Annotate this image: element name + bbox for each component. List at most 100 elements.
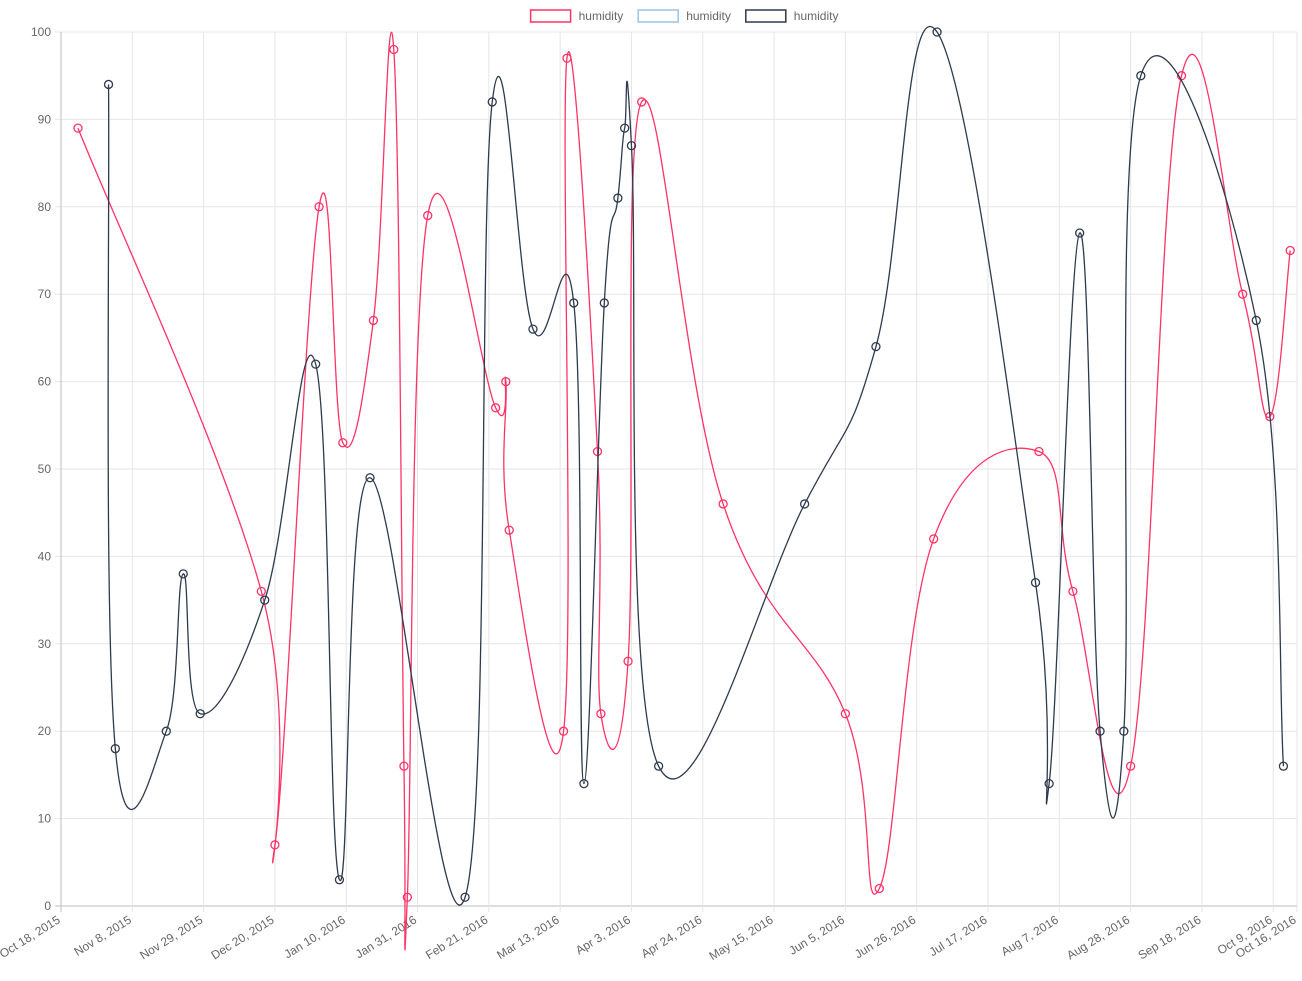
data-point[interactable]	[73, 123, 83, 133]
x-tick-label: Feb 21, 2016	[423, 913, 491, 963]
data-point[interactable]	[501, 376, 511, 387]
legend-item[interactable]: humidity	[529, 9, 624, 23]
data-point[interactable]	[195, 709, 205, 719]
data-point[interactable]	[256, 586, 266, 597]
data-point[interactable]	[487, 97, 497, 107]
legend-item[interactable]: humidity	[745, 9, 839, 23]
data-point[interactable]	[613, 193, 623, 203]
data-point[interactable]	[504, 525, 514, 535]
y-tick-label: 90	[38, 112, 52, 126]
data-point[interactable]	[579, 778, 589, 789]
x-tick-label: Dec 20, 2015	[209, 913, 277, 963]
y-tick-label: 0	[44, 899, 51, 913]
data-point[interactable]	[1285, 245, 1295, 256]
data-point[interactable]	[365, 473, 375, 483]
grid	[55, 31, 1298, 912]
data-point[interactable]	[270, 840, 280, 850]
y-tick-label: 10	[38, 812, 52, 826]
data-point[interactable]	[636, 97, 647, 107]
data-point[interactable]	[161, 726, 171, 736]
legend-item[interactable]: humidity	[637, 9, 731, 23]
data-point[interactable]	[596, 709, 606, 719]
x-tick-label: Apr 3, 2016	[573, 912, 633, 957]
data-point[interactable]	[718, 499, 728, 509]
data-point[interactable]	[840, 709, 851, 719]
data-point[interactable]	[569, 298, 579, 308]
legend[interactable]: humidity humidity humidity	[529, 9, 839, 23]
x-tick-label: Sep 18, 2016	[1136, 913, 1204, 963]
data-point[interactable]	[1125, 761, 1136, 771]
data-point[interactable]	[423, 210, 433, 221]
data-point[interactable]	[338, 438, 348, 448]
legend-label: humidity	[686, 9, 731, 23]
y-tick-label: 40	[38, 549, 52, 563]
data-point[interactable]	[528, 324, 538, 334]
data-point[interactable]	[1278, 761, 1289, 771]
x-tick-label: Apr 24, 2016	[639, 912, 705, 960]
data-point[interactable]	[592, 446, 603, 457]
data-point[interactable]	[1034, 446, 1044, 457]
data-point[interactable]	[1030, 577, 1041, 588]
data-point[interactable]	[103, 79, 114, 90]
y-tick-label: 80	[38, 200, 52, 214]
data-point[interactable]	[599, 298, 609, 308]
x-tick-label: Aug 28, 2016	[1064, 913, 1132, 963]
legend-swatch	[637, 9, 679, 23]
data-point[interactable]	[311, 359, 321, 369]
y-tick-label: 60	[38, 375, 52, 389]
data-point[interactable]	[402, 892, 413, 902]
x-tick-label: Aug 7, 2016	[999, 913, 1062, 959]
data-point[interactable]	[260, 595, 270, 605]
data-point[interactable]	[623, 656, 633, 666]
data-point[interactable]	[389, 44, 399, 55]
data-point[interactable]	[874, 883, 884, 894]
y-tick-label: 70	[38, 287, 52, 301]
axes: 0 10 20 30 40 50 60 70 80 90 100 Oct 18, 2015 Nov 8,…	[0, 25, 1299, 963]
series	[73, 26, 1295, 951]
legend-swatch	[529, 9, 572, 23]
data-point[interactable]	[1119, 726, 1129, 736]
data-point[interactable]	[1075, 228, 1085, 238]
series-group	[103, 26, 1289, 906]
series-line	[107, 26, 1285, 906]
data-point[interactable]	[334, 875, 345, 885]
data-point[interactable]	[1136, 71, 1146, 81]
data-point[interactable]	[399, 761, 409, 771]
series-group	[73, 31, 1295, 951]
data-point[interactable]	[1251, 315, 1261, 326]
data-point[interactable]	[871, 341, 881, 352]
x-tick-label: Jul 17, 2016	[927, 913, 990, 960]
data-point[interactable]	[620, 123, 630, 133]
x-tick-label: Mar 13, 2016	[494, 913, 562, 963]
x-tick-label: Nov 29, 2015	[137, 913, 205, 963]
data-point[interactable]	[558, 726, 569, 736]
series-line	[77, 31, 1291, 951]
data-point[interactable]	[626, 140, 637, 151]
data-point[interactable]	[653, 761, 664, 771]
data-point[interactable]	[1068, 586, 1078, 597]
data-point[interactable]	[110, 744, 120, 754]
data-point[interactable]	[1044, 778, 1054, 789]
data-point[interactable]	[929, 534, 939, 544]
data-point[interactable]	[460, 892, 470, 902]
data-point[interactable]	[1238, 289, 1248, 299]
legend-label: humidity	[794, 9, 839, 23]
y-tick-label: 20	[38, 724, 52, 738]
x-tick-label: Jun 26, 2016	[852, 913, 919, 962]
x-tick-label: Jan 31, 2016	[353, 913, 420, 962]
data-point[interactable]	[932, 27, 942, 37]
legend-label: humidity	[579, 9, 624, 23]
data-point[interactable]	[490, 403, 501, 413]
y-tick-label: 30	[38, 637, 52, 651]
data-point[interactable]	[368, 315, 379, 326]
data-point[interactable]	[799, 499, 810, 509]
data-point[interactable]	[178, 569, 188, 579]
y-tick-label: 50	[38, 462, 52, 476]
data-point[interactable]	[562, 53, 572, 63]
x-tick-label: May 15, 2016	[707, 913, 776, 964]
data-point[interactable]	[314, 202, 324, 212]
data-point[interactable]	[1095, 726, 1105, 736]
x-tick-label: Jun 5, 2016	[786, 912, 847, 957]
